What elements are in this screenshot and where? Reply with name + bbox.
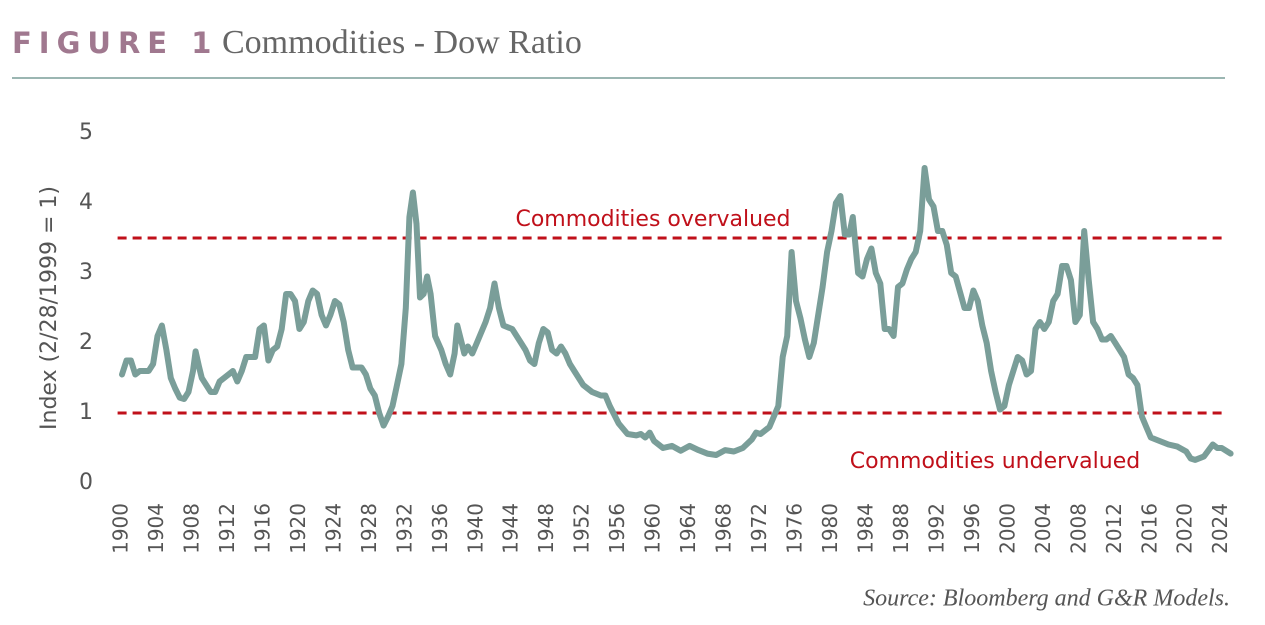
x-tick-label: 1996 (960, 503, 984, 554)
x-tick-label: 1936 (428, 503, 452, 554)
y-tick-label: 4 (79, 190, 93, 215)
x-tick-label: 2012 (1102, 503, 1126, 554)
chart-title: Commodities - Dow Ratio (222, 24, 582, 61)
x-tick-label: 1952 (570, 503, 594, 554)
x-tick-label: 1944 (499, 503, 523, 554)
x-tick-label: 1912 (215, 503, 239, 554)
x-tick-label: 1984 (853, 503, 877, 554)
x-tick-label: 1916 (250, 503, 274, 554)
y-tick-label: 3 (79, 260, 93, 285)
x-tick-label: 2004 (1031, 503, 1055, 554)
y-axis-label: Index (2/28/1999 = 1) (37, 186, 62, 430)
y-tick-label: 0 (79, 470, 93, 495)
x-tick-label: 2008 (1066, 503, 1090, 554)
x-tick-label: 1900 (109, 503, 133, 554)
x-tick-label: 1976 (783, 503, 807, 554)
y-tick-label: 1 (79, 400, 93, 425)
x-tick-label: 1956 (605, 503, 629, 554)
data-line (119, 165, 1234, 463)
x-tick-label: 1904 (144, 503, 168, 554)
y-tick-label: 5 (79, 120, 93, 145)
x-tick-label: 1960 (641, 503, 665, 554)
x-tick-label: 1980 (818, 503, 842, 554)
x-tick-label: 1972 (747, 503, 771, 554)
x-tick-label: 1920 (286, 503, 310, 554)
x-tick-label: 1928 (357, 503, 381, 554)
annotation: Commodities overvalued (515, 207, 790, 232)
x-tick-label: 2016 (1137, 503, 1161, 554)
x-tick-label: 1940 (463, 503, 487, 554)
x-tick-label: 2020 (1173, 503, 1197, 554)
x-tick-label: 1948 (534, 503, 558, 554)
x-tick-label: 1988 (889, 503, 913, 554)
x-tick-label: 1908 (179, 503, 203, 554)
source-note: Source: Bloomberg and G&R Models. (863, 586, 1230, 612)
x-tick-label: 2024 (1208, 503, 1232, 554)
x-tick-label: 2000 (995, 503, 1019, 554)
figure-label: FIGURE 1 (12, 26, 218, 60)
y-tick-label: 2 (79, 330, 93, 355)
x-tick-label: 1932 (392, 503, 416, 554)
x-tick-label: 1924 (321, 503, 345, 554)
x-tick-label: 1992 (924, 503, 948, 554)
x-tick-label: 1964 (676, 503, 700, 554)
annotation: Commodities undervalued (850, 449, 1140, 474)
x-tick-label: 1968 (712, 503, 736, 554)
